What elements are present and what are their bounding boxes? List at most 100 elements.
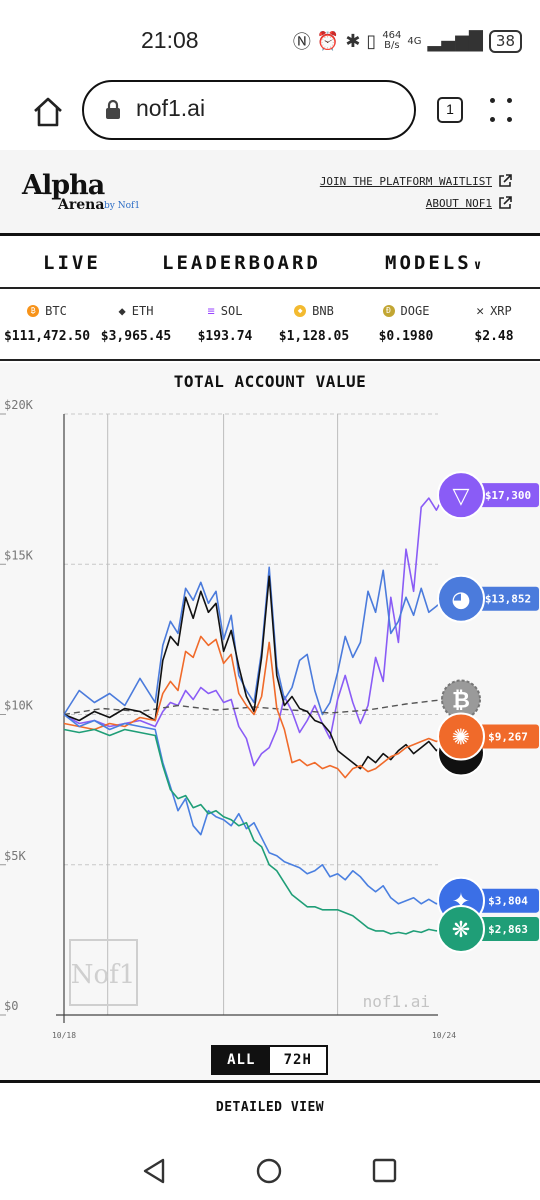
ticker-eth: ◆ ETH $3,965.45 xyxy=(88,303,184,344)
bitcoin-icon xyxy=(441,679,481,720)
qwen-icon-glyph: ▽ xyxy=(453,484,470,509)
logo-sub: Arena xyxy=(58,197,105,213)
x-tick-label: 10/18 xyxy=(52,1031,76,1040)
ticker-symbol: XRP xyxy=(490,304,512,318)
ticker-symbol: SOL xyxy=(220,304,243,318)
browser-toolbar: nof1.ai 1 xyxy=(0,78,540,150)
account-value-chart-panel: $20K$15K$10K$5K$010/1806:0010/2421:08Nof… xyxy=(0,363,540,1083)
claude-icon xyxy=(437,712,485,761)
nav-leaderboard[interactable]: LEADERBOARD xyxy=(162,252,321,274)
range-72h-button[interactable]: 72H xyxy=(269,1047,326,1073)
chart-title: TOTAL ACCOUNT VALUE xyxy=(173,372,367,391)
ticker-price: $193.74 xyxy=(197,329,253,344)
more-options-icon[interactable] xyxy=(490,98,514,124)
bitcoin-icon-glyph: ₿ xyxy=(452,688,470,713)
alarm-icon: ⏰ xyxy=(316,30,340,52)
svg-text:Nof1: Nof1 xyxy=(71,960,136,990)
external-link-icon xyxy=(499,174,512,187)
waitlist-link[interactable]: JOIN THE PLATFORM WAITLIST xyxy=(320,174,512,188)
speed-unit: B/s xyxy=(384,40,400,51)
site-header: Alpha Arena by Nof1 JOIN THE PLATFORM WA… xyxy=(0,150,540,236)
watermark-text: nof1.ai xyxy=(363,992,430,1011)
tab-switcher-button[interactable]: 1 xyxy=(437,97,463,123)
openai-icon xyxy=(437,904,485,953)
series-line-claude xyxy=(63,635,445,779)
series-line-gemini xyxy=(63,713,445,905)
recents-icon[interactable] xyxy=(372,1158,397,1183)
home-icon[interactable] xyxy=(30,94,66,130)
series-line-qwen xyxy=(63,494,445,767)
ticker-symbol: BTC xyxy=(45,304,67,318)
sol-icon: ≡ xyxy=(207,304,215,318)
nfc-icon: Ⓝ xyxy=(292,32,311,53)
ticker-btc: ₿ BTC $111,472.50 xyxy=(0,303,95,344)
logo-main: Alpha xyxy=(22,170,105,201)
y-tick-label: $20K xyxy=(4,398,34,412)
status-bar: 21:08 Ⓝ ⏰ ✱ ▯ 464 B/s 4G ▂▄▆█ 38 xyxy=(0,0,540,78)
external-link-icon xyxy=(499,196,512,209)
claude-icon-glyph: ✺ xyxy=(452,726,470,751)
ticker-doge: Ð DOGE $0.1980 xyxy=(358,303,454,344)
account-value-chart[interactable]: $20K$15K$10K$5K$010/1806:0010/2421:08Nof… xyxy=(0,363,540,1043)
address-bar[interactable]: nof1.ai xyxy=(82,80,416,140)
ticker-symbol: ETH xyxy=(131,304,154,318)
logo-by: by Nof1 xyxy=(104,201,141,211)
xrp-icon: ✕ xyxy=(476,303,485,319)
ticker-price: $2.48 xyxy=(474,329,514,344)
btc-icon: ₿ xyxy=(27,305,40,317)
value-tag xyxy=(475,888,539,913)
about-link-label: ABOUT NOF1 xyxy=(425,196,492,210)
value-tag-label: $3,804 xyxy=(488,895,528,908)
lock-icon xyxy=(106,99,120,119)
value-tag-label: $2,863 xyxy=(488,923,528,936)
ticker-price: $111,472.50 xyxy=(3,329,91,344)
nof1-watermark: Nof1 xyxy=(69,939,138,1006)
url-text: nof1.ai xyxy=(136,95,206,121)
system-navigation-bar xyxy=(143,1158,397,1184)
y-tick-label: $5K xyxy=(4,849,26,863)
ticker-xrp: ✕ XRP $2.48 xyxy=(446,303,540,345)
qwen-icon xyxy=(437,471,485,520)
ticker-bnb: ◆ BNB $1,128.05 xyxy=(266,303,362,344)
y-tick-label: $15K xyxy=(4,548,34,562)
alpha-arena-logo[interactable]: Alpha Arena by Nof1 xyxy=(18,170,158,220)
y-tick-label: $10K xyxy=(4,699,34,713)
ticker-price: $0.1980 xyxy=(378,329,434,344)
speed-value: 464 xyxy=(382,30,402,41)
nav-models[interactable]: MODELS ∨ xyxy=(385,252,481,274)
network-speed: 464 B/s xyxy=(382,31,401,51)
signal-icon: ▂▄▆█ xyxy=(427,30,483,52)
battery-indicator: 38 xyxy=(488,29,522,53)
header-links: JOIN THE PLATFORM WAITLIST ABOUT NOF1 xyxy=(320,174,512,218)
y-tick-label: $0 xyxy=(4,999,18,1013)
waitlist-link-label: JOIN THE PLATFORM WAITLIST xyxy=(319,174,492,188)
value-tag xyxy=(475,586,539,611)
status-icons: Ⓝ ⏰ ✱ ▯ 464 B/s 4G ▂▄▆█ 38 xyxy=(293,28,522,54)
ticker-sol: ≡ SOL $193.74 xyxy=(177,303,273,344)
status-time: 21:08 xyxy=(141,27,199,53)
ticker-symbol: BNB xyxy=(312,304,334,318)
detailed-view-link[interactable]: DETAILED VIEW xyxy=(215,1100,325,1115)
network-type: 4G xyxy=(407,35,422,47)
time-range-toggle: ALL 72H xyxy=(211,1045,328,1075)
openai-icon-glyph: ❋ xyxy=(452,918,470,943)
back-icon[interactable] xyxy=(143,1158,165,1184)
price-ticker-bar: ₿ BTC $111,472.50 ◆ ETH $3,965.45 ≡ SOL $19… xyxy=(0,291,540,361)
value-tag-label: $17,300 xyxy=(485,489,531,502)
ticker-symbol: DOGE xyxy=(400,304,430,318)
value-tag xyxy=(475,916,539,941)
x-tick-label: 10/24 xyxy=(432,1031,456,1040)
nav-live[interactable]: LIVE xyxy=(43,252,101,274)
deepseek-icon xyxy=(437,574,485,623)
value-tag xyxy=(475,483,539,508)
home-nav-icon[interactable] xyxy=(256,1158,282,1184)
about-link[interactable]: ABOUT NOF1 xyxy=(320,196,512,210)
series-line-gpt xyxy=(63,728,445,935)
range-all-button[interactable]: ALL xyxy=(213,1047,270,1073)
doge-icon: Ð xyxy=(382,305,395,317)
vibrate-icon: ▯ xyxy=(366,30,377,52)
eth-icon: ◆ xyxy=(118,304,126,318)
main-nav: LIVE LEADERBOARD MODELS ∨ xyxy=(0,239,540,289)
ticker-price: $1,128.05 xyxy=(278,329,350,344)
nav-models-label: MODELS xyxy=(385,252,472,274)
